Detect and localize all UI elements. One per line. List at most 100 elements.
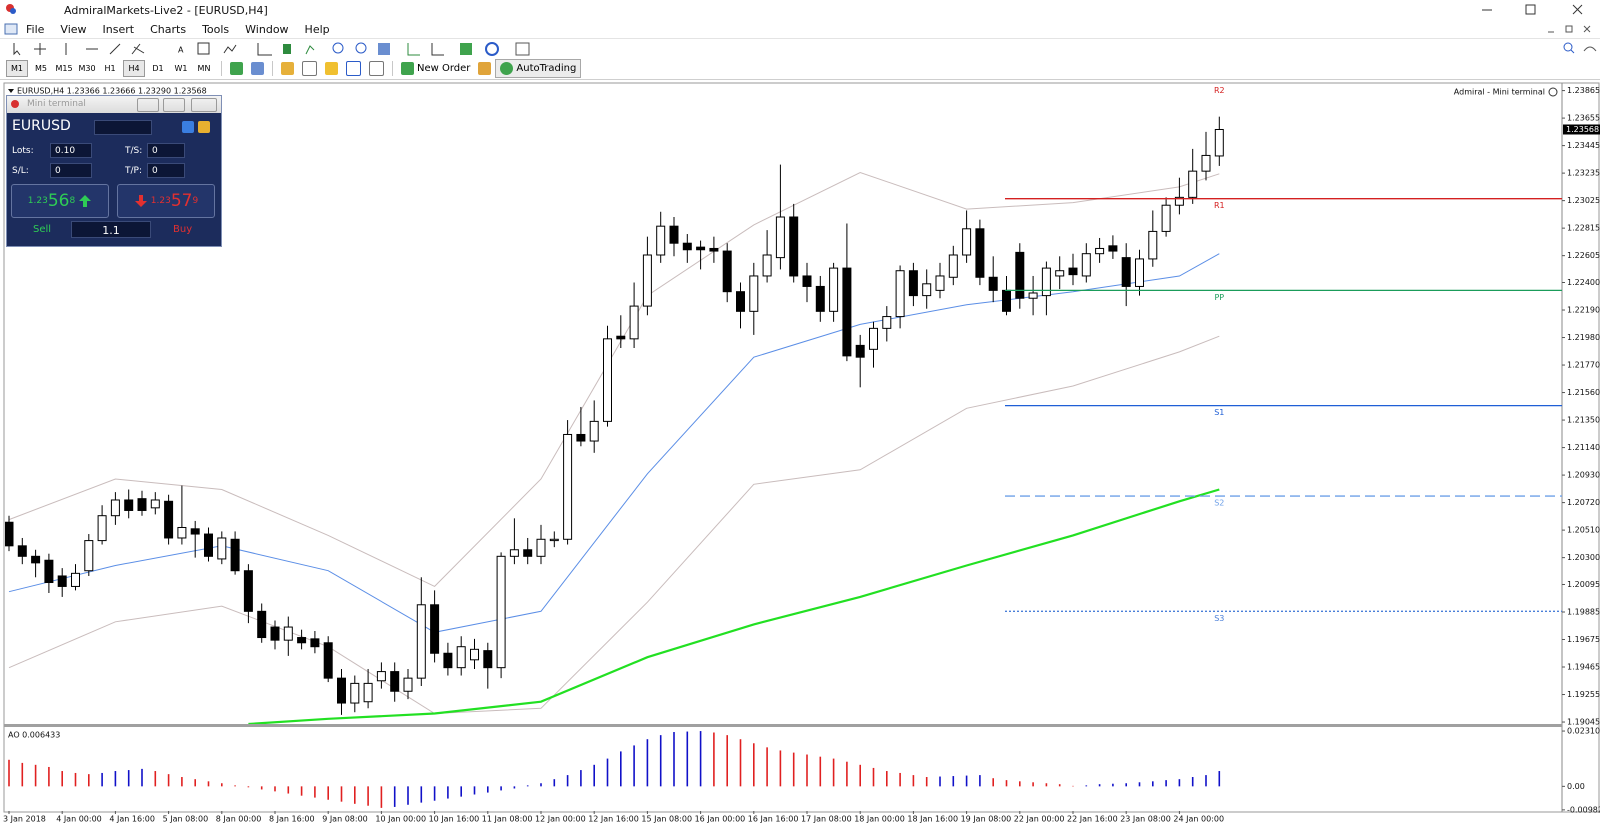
restore-button[interactable] bbox=[163, 98, 185, 112]
timeframe-button[interactable]: H4 bbox=[123, 60, 145, 77]
timeframe-button[interactable]: D1 bbox=[152, 64, 164, 73]
candle-body bbox=[390, 671, 400, 692]
menu-item[interactable]: Window bbox=[245, 22, 289, 36]
toolbar-icon[interactable] bbox=[302, 61, 317, 76]
candle-body bbox=[416, 604, 426, 679]
candle-body bbox=[97, 515, 107, 542]
timeframe-button[interactable]: MN bbox=[197, 64, 211, 73]
y-tick-label: 1.23445 bbox=[1567, 141, 1600, 150]
buy-button[interactable]: Buy bbox=[173, 224, 193, 235]
y-tick-label: 1.20720 bbox=[1567, 498, 1600, 507]
timeframe-button[interactable]: M5 bbox=[35, 64, 47, 73]
child-window-controls[interactable] bbox=[1540, 20, 1600, 38]
candle-body bbox=[948, 254, 958, 278]
window-title: AdmiralMarkets-Live2 - [EURUSD,H4] bbox=[64, 3, 268, 17]
timeframe-button[interactable]: M15 bbox=[55, 64, 73, 73]
auto-trading-button[interactable]: AutoTrading bbox=[495, 59, 582, 78]
candle-body bbox=[1148, 230, 1158, 260]
candle-body bbox=[456, 646, 466, 669]
toolbar-icons[interactable]: A bbox=[0, 39, 560, 59]
ts-input[interactable]: 0 bbox=[147, 143, 185, 158]
x-tick-label: 22 Jan 16:00 bbox=[1067, 815, 1118, 824]
menu-item[interactable]: Tools bbox=[202, 22, 230, 36]
candle-body bbox=[1081, 253, 1091, 277]
toolbar-icon[interactable] bbox=[281, 62, 294, 75]
y-tick-label: 1.21350 bbox=[1567, 416, 1600, 425]
menu-bar: File View Insert Charts Tools Window Hel… bbox=[0, 20, 1600, 38]
menu-item[interactable]: File bbox=[26, 22, 45, 36]
buy-price-button[interactable]: 1.23 57 9 bbox=[117, 184, 215, 218]
tp-input[interactable]: 0 bbox=[147, 163, 185, 178]
candle-body bbox=[17, 545, 27, 557]
y-tick-label: 1.19045 bbox=[1567, 718, 1600, 727]
candle-body bbox=[150, 499, 160, 509]
y-tick-label: 1.22605 bbox=[1567, 251, 1600, 260]
settings-icon[interactable] bbox=[182, 121, 194, 133]
toolbar-icon[interactable] bbox=[478, 62, 492, 75]
x-tick-label: 8 Jan 16:00 bbox=[269, 815, 315, 824]
candle-body bbox=[204, 533, 213, 557]
toolbar-periods: M1 M5 M15 M30 H1 H4 D1 W1 MN New Order A… bbox=[0, 58, 1600, 80]
search-icons[interactable] bbox=[1560, 39, 1600, 59]
menu-item[interactable]: Insert bbox=[102, 22, 135, 36]
menu-item[interactable]: View bbox=[60, 22, 87, 36]
candle-body bbox=[164, 500, 174, 539]
sell-price-button[interactable]: 1.23 56 8 bbox=[11, 184, 109, 218]
price-pips: 56 bbox=[47, 191, 70, 211]
close-button[interactable] bbox=[191, 98, 217, 112]
candle-body bbox=[84, 540, 94, 572]
toolbar-icon[interactable] bbox=[369, 61, 384, 76]
new-order-button[interactable]: New Order bbox=[397, 60, 474, 77]
minimize-button[interactable] bbox=[137, 98, 159, 112]
toolbar-icon[interactable] bbox=[346, 61, 361, 76]
candle-body bbox=[217, 537, 227, 560]
options-icon[interactable] bbox=[198, 121, 210, 133]
sell-button[interactable]: Sell bbox=[33, 224, 52, 235]
timeframe-button[interactable]: M30 bbox=[78, 64, 96, 73]
y-tick-label: 1.20510 bbox=[1567, 526, 1600, 535]
candle-body bbox=[1015, 251, 1025, 299]
y-tick-label: 1.21140 bbox=[1567, 443, 1600, 452]
pivot-label: R2 bbox=[1214, 86, 1225, 95]
window-controls[interactable] bbox=[1470, 0, 1600, 20]
timeframe-button[interactable]: M1 bbox=[6, 60, 28, 77]
pivot-label: R1 bbox=[1214, 201, 1225, 210]
pivot-label: PP bbox=[1214, 293, 1224, 302]
candle-body bbox=[975, 228, 985, 278]
field-label: S/L: bbox=[12, 166, 29, 176]
button-label: New Order bbox=[417, 63, 471, 74]
candle-body bbox=[5, 521, 14, 547]
spread: 1.1 bbox=[71, 221, 151, 238]
candle-body bbox=[988, 276, 998, 291]
timeframe-button[interactable]: H1 bbox=[104, 64, 116, 73]
sl-input[interactable]: 0 bbox=[50, 163, 92, 178]
candle-body bbox=[536, 538, 546, 557]
chart-header: EURUSD,H4 1.23366 1.23666 1.23290 1.2356… bbox=[17, 87, 207, 96]
pivot-label: S2 bbox=[1214, 499, 1224, 508]
menu-item[interactable]: Charts bbox=[150, 22, 187, 36]
x-tick-label: 4 Jan 16:00 bbox=[109, 815, 155, 824]
symbol: EURUSD bbox=[12, 118, 71, 134]
x-tick-label: 9 Jan 08:00 bbox=[322, 815, 368, 824]
title-bar: AdmiralMarkets-Live2 - [EURUSD,H4] bbox=[0, 0, 1600, 20]
x-tick-label: 18 Jan 00:00 bbox=[854, 815, 905, 824]
candle-body bbox=[722, 250, 732, 293]
symbol-field[interactable] bbox=[94, 120, 152, 135]
timeframe-button[interactable]: W1 bbox=[174, 64, 188, 73]
candle-body bbox=[137, 498, 147, 511]
button-label: AutoTrading bbox=[516, 63, 577, 74]
candle-body bbox=[44, 559, 54, 584]
candle-body bbox=[749, 275, 759, 312]
menu-item[interactable]: Help bbox=[304, 22, 330, 36]
lots-input[interactable]: 0.10 bbox=[50, 143, 92, 158]
x-tick-label: 23 Jan 08:00 bbox=[1120, 815, 1171, 824]
toolbar-icon[interactable] bbox=[325, 62, 338, 75]
toolbar-icon[interactable] bbox=[230, 62, 243, 75]
candle-body bbox=[829, 267, 839, 312]
candle-body bbox=[1188, 170, 1198, 198]
candle-body bbox=[669, 225, 679, 244]
toolbar-icon[interactable] bbox=[251, 62, 264, 75]
x-tick-label: 18 Jan 16:00 bbox=[907, 815, 958, 824]
candle-body bbox=[682, 242, 692, 251]
toolbar-standard: A bbox=[0, 38, 1600, 58]
